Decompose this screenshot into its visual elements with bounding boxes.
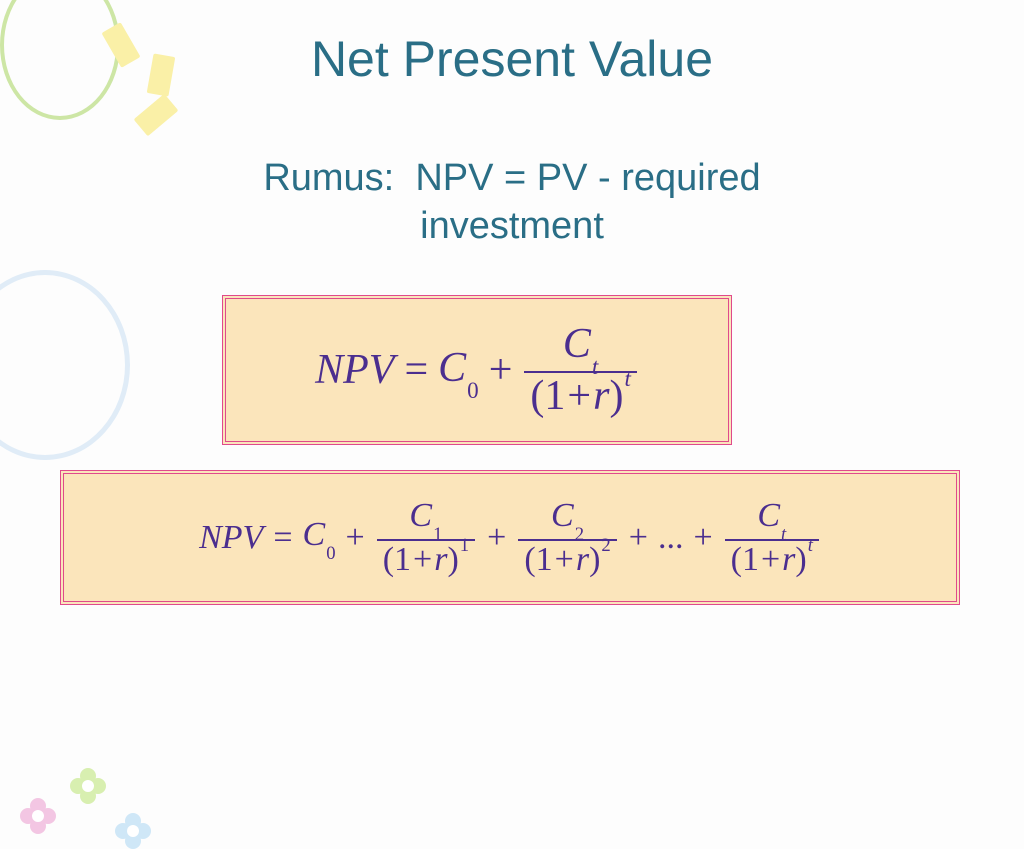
- f2-plus-a: +: [340, 519, 371, 557]
- slide-title: Net Present Value: [0, 30, 1024, 88]
- npv-formula-expanded: NPV = C0 + C1 (1+r)1 + C2 (1+r)2 + ... +…: [60, 470, 960, 605]
- f2-lhs: NPV: [199, 519, 263, 557]
- f2-term1: C1 (1+r)1: [377, 497, 475, 579]
- f2-ellipsis: ...: [658, 519, 684, 557]
- slide-subtitle: Rumus: NPV = PV - required investment: [0, 155, 1024, 250]
- f1-c0: C0: [438, 344, 479, 396]
- f1-plus: +: [483, 346, 519, 394]
- f1-fraction: Ct (1+r)t: [524, 321, 636, 420]
- f2-c0: C0: [303, 516, 336, 559]
- f2-plus-c: +: [623, 519, 654, 557]
- npv-formula-single: NPV = C0 + Ct (1+r)t: [222, 295, 732, 445]
- balloon-decoration-middle: [0, 270, 130, 460]
- f1-lhs: NPV: [315, 346, 394, 394]
- f2-term2: C2 (1+r)2: [518, 497, 616, 579]
- f2-term-last: Ct (1+r)t: [725, 497, 819, 579]
- subtitle-line2: investment: [420, 205, 604, 247]
- f2-plus-b: +: [481, 519, 512, 557]
- subtitle-line1: Rumus: NPV = PV - required: [263, 157, 760, 199]
- f2-eq: =: [267, 519, 298, 557]
- f2-plus-d: +: [687, 519, 718, 557]
- f1-eq: =: [398, 346, 434, 394]
